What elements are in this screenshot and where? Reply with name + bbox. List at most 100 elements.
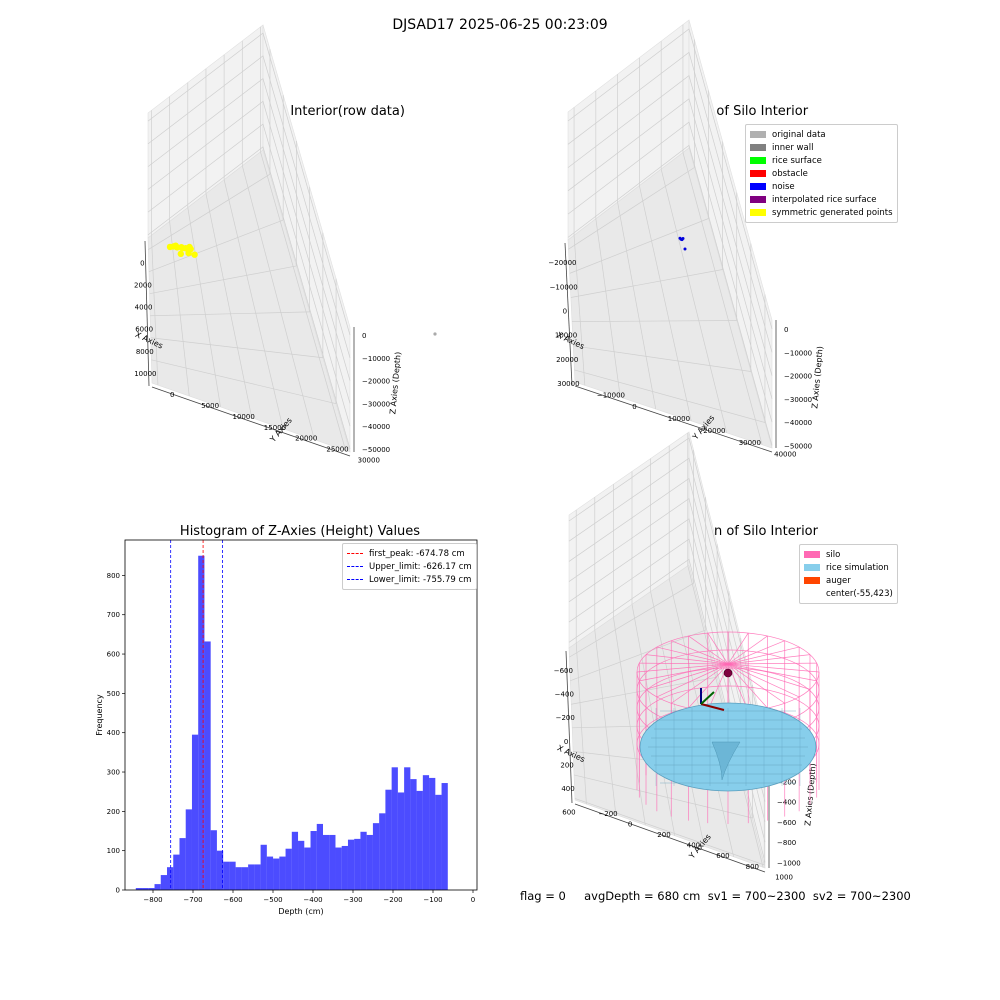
plot3-histogram-bar [210, 830, 217, 890]
plot4-silo-roof-line [656, 663, 729, 698]
plot2-z-tick-label: −20000 [784, 373, 812, 381]
plot3-histogram: −800 −700 −600 −500 −400 −300 −200 −100 0 0 100 200… [95, 539, 478, 916]
plot3-histogram-bar [154, 884, 161, 890]
plot3-histogram-bar [404, 767, 411, 890]
plot3-histogram-bar [335, 847, 342, 890]
plot3-histogram-bar [248, 864, 255, 890]
plot3-legend-entry: Lower_limit: -755.79 cm [347, 573, 472, 586]
plot2-y-tick-label: 10000 [668, 415, 690, 423]
plot2-grid-x [574, 369, 766, 423]
plot4-x-tick-label: −200 [556, 714, 575, 722]
plot4-grid-z [568, 457, 766, 762]
plot4-silo-simulation-3d: −600 −400 −200 0 200 400 600 −200 0 200 400 600 800 1… [554, 431, 820, 881]
plot3-histogram-bar [135, 888, 143, 890]
plot4-grid-z [568, 498, 766, 802]
plot4-triad-x [700, 703, 725, 711]
plot2-legend-label: rice surface [772, 155, 822, 166]
plot3-histogram-bar [173, 854, 180, 890]
plot3-legend: first_peak: -674.78 cm Upper_limit: -626.… [342, 543, 477, 590]
plot2-grid-y [639, 185, 692, 422]
plot3-histogram-bar [279, 856, 286, 890]
plot1-grid-x [149, 265, 297, 295]
plot3-histogram-bar [310, 831, 317, 890]
plot4-y-axis-line [574, 803, 766, 873]
plot3-y-tick-label: 300 [107, 769, 120, 777]
plot2-grid-y [660, 169, 728, 433]
plot2-grid-x [573, 345, 751, 372]
plot4-legend-swatch [804, 590, 820, 597]
plot1-grid-y [241, 165, 315, 440]
plot3-title: Histogram of Z-Axies (Height) Values [179, 524, 421, 539]
plot2-grid-z [567, 51, 773, 353]
plot3-x-tick-label: −300 [343, 896, 362, 904]
plot3-histogram-bar [142, 888, 149, 890]
plot4-silo-roof-line [688, 663, 729, 709]
plot3-legend-line-sample [347, 553, 363, 554]
plot2-legend-label: inner wall [772, 142, 814, 153]
plot1-raw-data-3d: 0 2000 4000 6000 8000 10000 0 5000 10000 15000 200… [134, 24, 437, 464]
plot2-legend-entry: noise [750, 180, 893, 193]
plot1-y-axis-line [151, 386, 351, 457]
plot3-y-tick-label: 600 [107, 651, 120, 659]
plot3-axes-frame [124, 539, 478, 891]
plot4-silo-roof-line [727, 663, 800, 698]
plot1-y-tick-label: 5000 [201, 402, 219, 410]
plot1-grid-z [147, 78, 351, 381]
plot3-histogram-bar [291, 831, 299, 890]
plot2-z-tick-label: −10000 [784, 349, 812, 357]
plot2-legend-label: original data [772, 129, 826, 140]
plot2-y-tick-label: 20000 [703, 427, 725, 435]
plot2-grid-x [570, 269, 723, 298]
plot2-legend-swatch [750, 131, 766, 138]
plot2-x-tick-label: −20000 [548, 259, 576, 267]
plot3-histogram-bar [379, 813, 386, 890]
status-line: flag = 0 avgDepth = 680 cm sv1 = 700~230… [520, 889, 911, 903]
plot4-silo-roof-line [707, 632, 729, 665]
plot4-grid-z [568, 437, 766, 742]
plot3-histogram-bar [273, 858, 280, 890]
plot2-point [681, 237, 685, 240]
plot4-legend-label: auger [826, 575, 851, 586]
plot4-legend-swatch [804, 551, 820, 558]
plot4-silo-roof-line [688, 635, 729, 665]
plot3-histogram-bar [347, 839, 355, 890]
plot2-grid-x [569, 218, 709, 274]
plot2-legend-entry: symmetric generated points [750, 206, 893, 219]
plot2-x-tick-label: 30000 [557, 380, 579, 388]
plot4-rice-dip [711, 741, 741, 781]
plot3-histogram-bar [235, 867, 242, 890]
plot3-histogram-bar [229, 861, 236, 890]
plot3-histogram-bar [341, 845, 348, 890]
plot2-legend-label: symmetric generated points [772, 207, 893, 218]
plot2-classify-3d: −20000 −10000 0 10000 20000 30000 −10000 0 10000… [548, 19, 825, 459]
plot4-x-tick-label: 0 [564, 738, 568, 746]
plot2-legend-swatch [750, 196, 766, 203]
plot1-point [172, 242, 179, 249]
plot2-grid-y [595, 218, 621, 398]
plot1-x-axis-line [144, 240, 150, 387]
plot4-silo-roof-line [727, 640, 785, 665]
plot1-z-tick-label: −20000 [362, 378, 390, 386]
plot4-x-tick-label: −600 [554, 667, 573, 675]
plot2-grid-z [567, 28, 773, 330]
plot4-center-marker [723, 668, 733, 678]
plot2-floor-pane [567, 147, 773, 449]
plot4-silo-roof-line [671, 640, 729, 665]
plot3-histogram-bar [316, 823, 323, 890]
plot1-point [187, 245, 194, 253]
plot1-grid-x [150, 311, 310, 317]
plot3-histogram-bar [204, 641, 211, 890]
plot4-silo-roof-line [645, 654, 729, 665]
plot1-grid-y [205, 193, 253, 418]
plot1-z-axis-label: Z Axies (Depth) [388, 351, 402, 414]
plot4-silo-roof-line [727, 635, 768, 665]
plot4-z-tick-label: −200 [777, 778, 796, 786]
plot2-y-tick-label: 30000 [739, 439, 761, 447]
plot2-legend-label: obstacle [772, 168, 808, 179]
plot4-silo-roof-line [727, 646, 800, 665]
plot4-x-tick-label: −400 [555, 691, 574, 699]
plot1-grid-z [147, 100, 351, 404]
plot1-grid-x [148, 173, 271, 250]
plot1-z-tick-label: −50000 [362, 446, 390, 454]
plot1-y-tick-label: 30000 [358, 456, 380, 464]
